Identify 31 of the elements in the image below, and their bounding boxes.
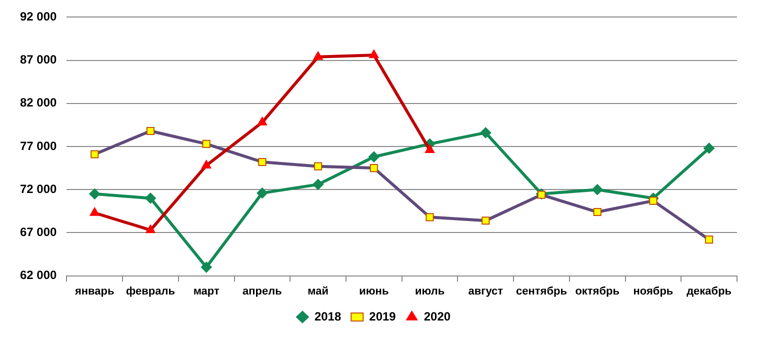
x-tick-label: декабрь — [686, 285, 732, 298]
y-tick-label: 67 000 — [20, 225, 58, 240]
y-tick-label: 62 000 — [20, 268, 58, 282]
point — [368, 151, 380, 162]
x-tick-label: февраль — [126, 285, 176, 298]
y-tick-label: 72 000 — [20, 182, 58, 196]
point — [200, 262, 212, 273]
legend-label: 2018 — [314, 309, 342, 324]
x-tick-label: октябрь — [575, 285, 620, 298]
y-tick-label: 77 000 — [20, 138, 58, 153]
point — [704, 142, 715, 154]
y-tick-label: 92 000 — [20, 10, 58, 24]
x-tick-label: сентябрь — [516, 285, 568, 298]
y-tick-label: 87 000 — [20, 52, 58, 67]
y-tick-label: 82 000 — [20, 96, 58, 110]
legend-label: 2019 — [369, 309, 396, 324]
point — [312, 178, 324, 190]
x-tick-label: ноябрь — [633, 285, 674, 298]
point — [89, 188, 100, 200]
point — [256, 188, 268, 199]
x-tick-label: май — [308, 285, 328, 298]
x-tick-label: июль — [414, 285, 445, 298]
x-tick-label: март — [193, 285, 220, 298]
legend-label: 2020 — [424, 309, 451, 324]
x-tick-label: август — [468, 285, 504, 298]
x-tick-label: июнь — [359, 285, 389, 298]
point — [592, 184, 603, 196]
point — [480, 127, 492, 138]
x-tick-label: апрель — [242, 285, 282, 298]
point — [144, 192, 156, 204]
x-tick-label: январь — [74, 285, 115, 298]
